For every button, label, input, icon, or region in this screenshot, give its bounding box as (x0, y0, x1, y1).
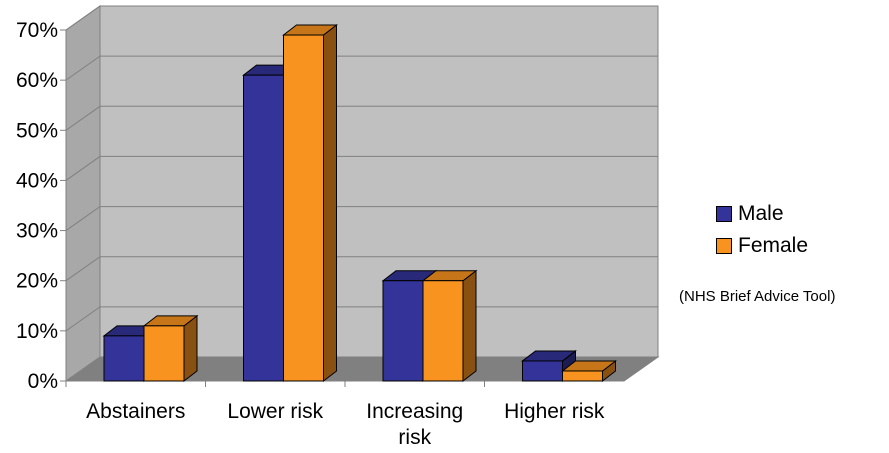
y-tick-label: 30% (16, 220, 58, 243)
legend-label-female: Female (738, 234, 809, 257)
y-tick-label: 20% (16, 270, 58, 293)
bar-side-female (462, 269, 477, 383)
gridline (65, 155, 658, 181)
legend-item-female: Female (716, 230, 808, 262)
bar-male (243, 74, 284, 382)
source-note: (NHS Brief Advice Tool) (679, 288, 836, 305)
legend-label-male: Male (738, 202, 784, 225)
legend-item-male: Male (716, 198, 808, 230)
legend-swatch-female (716, 238, 732, 254)
bar-female (422, 280, 464, 382)
bar-side-female (183, 314, 198, 383)
bar-male (103, 335, 145, 382)
legend-swatch-male (716, 206, 732, 222)
y-tick-label: 50% (16, 119, 58, 142)
y-tick-label: 60% (16, 69, 58, 92)
bar-female (562, 370, 603, 382)
bar-male (522, 360, 563, 382)
gridline (65, 55, 658, 81)
x-category-label: Abstainers (86, 400, 185, 423)
plot-back-wall (99, 5, 659, 358)
bar-side-female (323, 23, 337, 383)
y-tick-label: 10% (16, 320, 58, 343)
y-tick-label: 40% (16, 169, 58, 192)
bar-male (382, 280, 424, 382)
plot-side-wall (65, 5, 101, 382)
x-category-label: Higher risk (504, 400, 605, 423)
x-category-label: Increasing (366, 400, 463, 423)
gridline (65, 206, 658, 231)
y-tick-label: 0% (28, 370, 58, 393)
x-category-label: risk (398, 426, 431, 449)
bar-female (143, 325, 185, 382)
legend: Male Female (716, 198, 808, 262)
gridline (65, 5, 658, 31)
bar-female (283, 34, 324, 382)
x-category-label: Lower risk (227, 400, 323, 423)
gridline (65, 105, 658, 131)
gridline (65, 256, 658, 282)
y-tick-label: 70% (16, 19, 58, 42)
